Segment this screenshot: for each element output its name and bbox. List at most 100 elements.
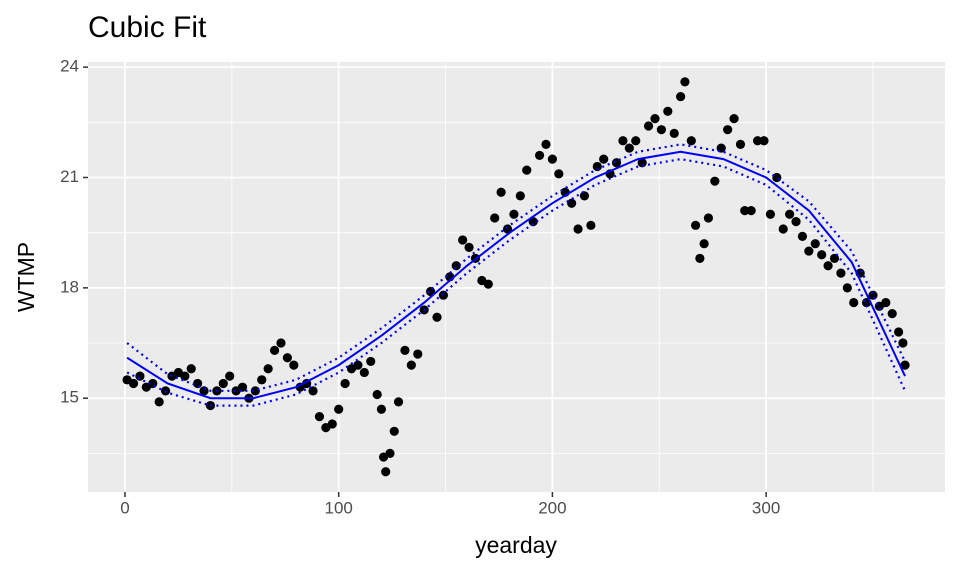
point (353, 360, 363, 370)
point (735, 139, 746, 149)
point (592, 161, 602, 172)
point (599, 154, 609, 164)
point (406, 360, 416, 370)
point (269, 345, 280, 355)
point (308, 386, 318, 396)
point (376, 404, 387, 414)
point (740, 206, 750, 216)
y-tick-label: 15 (60, 388, 79, 407)
x-tick-label: 200 (538, 498, 566, 517)
point (393, 397, 404, 407)
point (359, 367, 369, 378)
point (650, 114, 660, 124)
point (515, 191, 525, 201)
point (765, 209, 775, 219)
point (823, 261, 833, 271)
x-tick-label: 100 (325, 498, 353, 517)
point (579, 191, 590, 201)
point (327, 419, 337, 429)
point (759, 136, 769, 146)
point (154, 397, 164, 407)
point (522, 165, 532, 175)
point (829, 253, 840, 264)
point (438, 290, 449, 300)
point (703, 213, 714, 223)
fit-lower-band (126, 157, 907, 407)
point (686, 136, 696, 146)
point (676, 91, 686, 102)
point (199, 386, 209, 396)
point (366, 356, 376, 367)
point (282, 353, 292, 363)
point (381, 467, 391, 477)
panel (88, 62, 945, 492)
point (483, 279, 493, 289)
point (389, 426, 399, 436)
point (464, 242, 474, 252)
point (637, 158, 647, 168)
point (669, 128, 679, 138)
point (547, 154, 558, 164)
point (797, 231, 808, 241)
point (314, 411, 325, 422)
chart-title: Cubic Fit (88, 11, 207, 44)
x-tick-label: 0 (120, 498, 129, 517)
point (900, 360, 910, 370)
point (710, 176, 720, 186)
point (836, 268, 846, 278)
point (541, 139, 551, 149)
point (334, 404, 344, 414)
point (699, 239, 709, 249)
point (218, 378, 228, 389)
point (586, 220, 596, 230)
point (723, 125, 733, 135)
point (785, 209, 795, 219)
point (567, 198, 577, 208)
point (573, 224, 583, 234)
x-tick-label: 300 (752, 498, 780, 517)
point (372, 389, 382, 400)
point (276, 338, 286, 348)
point (432, 312, 442, 322)
fit-line (126, 150, 906, 400)
point (842, 283, 852, 293)
point (643, 121, 654, 131)
point (225, 371, 235, 381)
point (186, 364, 196, 374)
point (778, 224, 788, 234)
point (509, 209, 519, 219)
point (534, 150, 545, 161)
point (690, 220, 701, 230)
point (554, 169, 564, 179)
point (618, 136, 628, 146)
point (502, 224, 513, 234)
point (413, 349, 423, 359)
point (810, 239, 820, 249)
point (631, 136, 641, 146)
point (385, 448, 395, 458)
point (752, 136, 763, 146)
point (128, 378, 139, 389)
point (695, 253, 705, 264)
point (680, 77, 690, 87)
point (611, 158, 622, 168)
point (180, 371, 190, 381)
point (887, 308, 897, 319)
y-tick-label: 18 (60, 277, 79, 296)
point (663, 106, 673, 116)
y-axis-title: WTMP (13, 242, 39, 312)
point (881, 297, 891, 308)
point (656, 125, 666, 135)
point (817, 250, 827, 260)
point (400, 345, 410, 355)
point (257, 375, 267, 385)
y-tick-label: 24 (60, 57, 79, 76)
point (849, 297, 859, 308)
point (263, 364, 273, 374)
point (746, 206, 756, 216)
point (340, 378, 350, 389)
point (237, 382, 248, 392)
point (490, 213, 500, 223)
point (729, 114, 739, 124)
